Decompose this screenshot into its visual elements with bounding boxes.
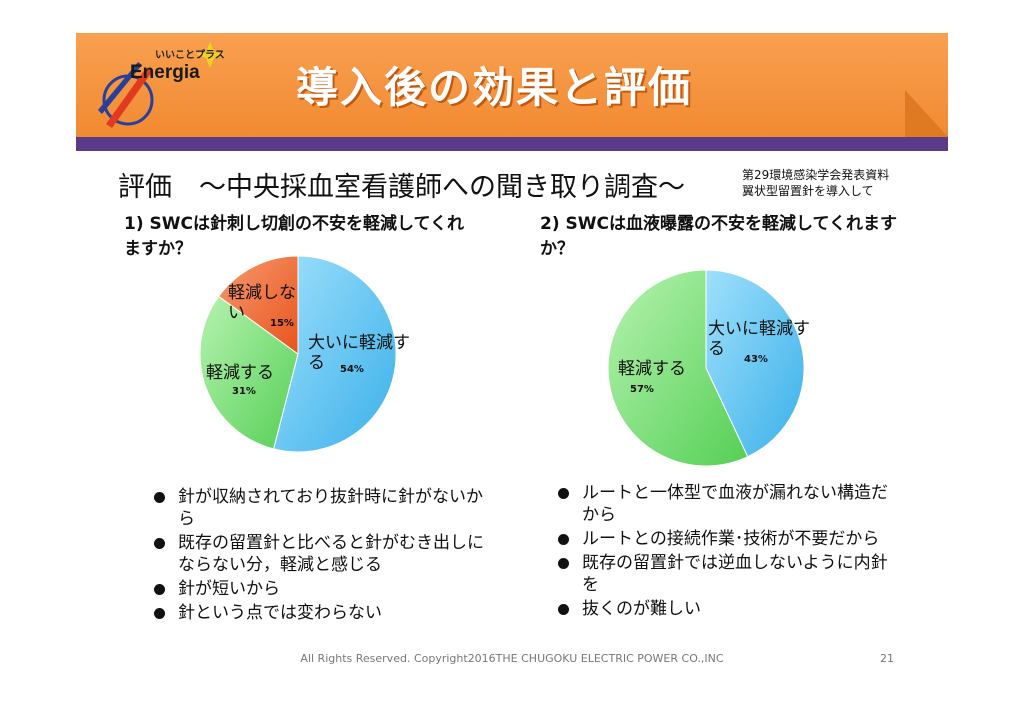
reasons-list-right: ルートと一体型で血液が漏れない構造だから ルートとの接続作業･技術が不要だから … [552, 482, 892, 622]
list-item: 既存の留置針と比べると針がむき出しにならない分，軽減と感じる [148, 532, 488, 576]
slice-label-wrap: る [708, 339, 725, 359]
list-item: 既存の留置針では逆血しないように内針を [552, 552, 892, 596]
footer-copyright: All Rights Reserved. Copyright2016THE CH… [300, 652, 724, 665]
list-item: 針という点では変わらない [148, 602, 488, 624]
pie-slice [705, 269, 805, 458]
bullet-icon [154, 492, 165, 503]
banner-fold [905, 90, 948, 137]
slice-value-label: 57% [630, 384, 654, 395]
bullet-icon [154, 608, 165, 619]
logo-swoosh-blue [98, 62, 142, 114]
slice-label: 軽減する [618, 359, 686, 379]
slice-value-label: 43% [744, 354, 768, 365]
pie-slice [199, 295, 299, 450]
source-note: 第29環境感染学会発表資料 翼状型留置針を導入して [742, 167, 889, 199]
logo-swoosh-red [106, 68, 152, 128]
energia-logo [98, 42, 224, 128]
slice-value-label: 15% [270, 318, 294, 329]
page-number: 21 [880, 652, 894, 665]
source-line-1: 第29環境感染学会発表資料 [742, 168, 890, 182]
list-item: ルートとの接続作業･技術が不要だから [552, 528, 892, 550]
logo-name: Energia [130, 62, 200, 83]
slice-label: 軽減する [206, 363, 274, 383]
list-item: 針が収納されており抜針時に針がないから [148, 486, 488, 530]
pie-slice [218, 255, 299, 355]
question-2: 2) SWCは血液曝露の不安を軽減してくれますか？ [540, 214, 897, 259]
slice-label: 大いに軽減す [308, 333, 410, 353]
bullet-icon [154, 584, 165, 595]
slice-value-label: 54% [340, 364, 364, 375]
list-item: ルートと一体型で血液が漏れない構造だから [552, 482, 892, 526]
bullet-icon [558, 534, 569, 545]
slice-label: 大いに軽減す [708, 319, 810, 339]
pie-slice [607, 269, 749, 467]
bullet-icon [558, 604, 569, 615]
bullet-icon [558, 558, 569, 569]
logo-star [196, 42, 224, 68]
slice-label-wrap: い [228, 303, 245, 323]
banner-underline [76, 137, 948, 151]
list-item: 針が短いから [148, 578, 488, 600]
section-title: 評価 ～中央採血室看護師への聞き取り調査～ [118, 172, 685, 203]
bullet-icon [154, 538, 165, 549]
source-line-2: 翼状型留置針を導入して [742, 184, 874, 198]
pie-slice [272, 255, 397, 453]
slide-title: 導入後の効果と評価 [296, 63, 693, 112]
bullet-icon [558, 488, 569, 499]
list-item: 抜くのが難しい [552, 598, 892, 620]
slice-value-label: 31% [232, 386, 256, 397]
title-banner [76, 33, 948, 137]
slice-label: 軽減しな [228, 283, 296, 303]
logo-tagline: いいことプラス [155, 50, 225, 61]
slice-label-wrap: る [308, 353, 325, 373]
reasons-list-left: 針が収納されており抜針時に針がないから 既存の留置針と比べると針がむき出しになら… [148, 486, 488, 626]
question-1: 1) SWCは針刺し切創の不安を軽減してくれますか？ [124, 214, 464, 259]
